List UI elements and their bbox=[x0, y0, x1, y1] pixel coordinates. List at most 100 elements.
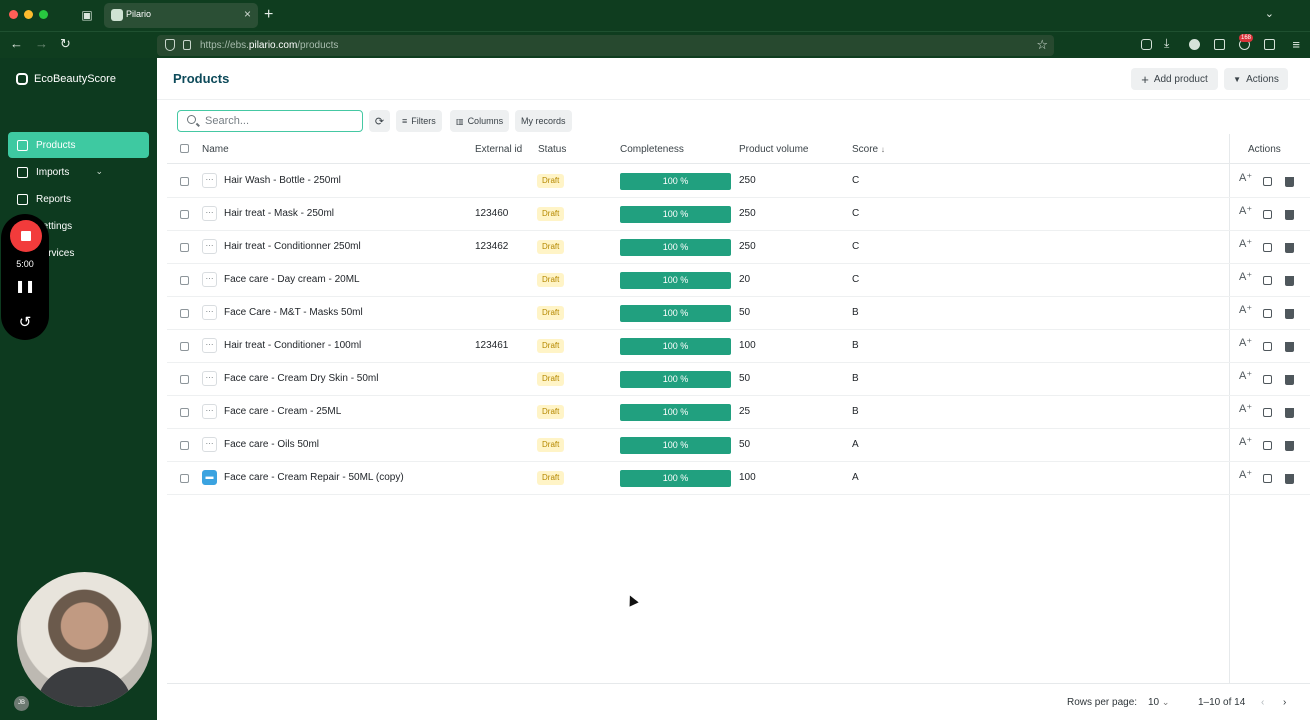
row-more-icon[interactable]: ··· bbox=[202, 206, 217, 221]
product-name[interactable]: Face care - Cream Dry Skin - 50ml bbox=[224, 373, 379, 384]
table-row[interactable]: ··· Face care - Cream - 25ML Draft 100 % 25 B… bbox=[167, 396, 1310, 429]
table-row[interactable]: ··· Face care - Day cream - 20ML Draft 100 … bbox=[167, 264, 1310, 297]
delete-icon[interactable] bbox=[1285, 375, 1294, 385]
row-more-icon[interactable]: ··· bbox=[202, 338, 217, 353]
table-row[interactable]: ··· Hair Wash - Bottle - 250ml Draft 100 % 2… bbox=[167, 165, 1310, 198]
column-header-score[interactable]: Score ↓ bbox=[852, 144, 885, 155]
browser-tab-active[interactable]: Pilario × bbox=[104, 3, 258, 28]
product-name[interactable]: Hair treat - Conditionner 250ml bbox=[224, 241, 361, 252]
refresh-button[interactable]: ⟳ bbox=[369, 110, 390, 132]
delete-icon[interactable] bbox=[1285, 309, 1294, 319]
assign-user-icon[interactable]: A⁺ bbox=[1239, 403, 1253, 415]
duplicate-icon[interactable] bbox=[1263, 441, 1272, 450]
user-avatar[interactable]: JB bbox=[14, 696, 29, 711]
rows-per-page-select[interactable]: 10 ⌄ bbox=[1148, 697, 1169, 708]
tracking-shield-icon[interactable] bbox=[165, 39, 175, 51]
table-row[interactable]: ··· Hair treat - Conditionner 250ml 123462… bbox=[167, 231, 1310, 264]
assign-user-icon[interactable]: A⁺ bbox=[1239, 469, 1253, 481]
duplicate-icon[interactable] bbox=[1263, 309, 1272, 318]
duplicate-icon[interactable] bbox=[1263, 210, 1272, 219]
assign-user-icon[interactable]: A⁺ bbox=[1239, 238, 1253, 250]
my-records-button[interactable]: My records bbox=[515, 110, 572, 132]
add-product-button[interactable]: + Add product bbox=[1131, 68, 1218, 90]
tab-close-icon[interactable]: × bbox=[243, 7, 251, 21]
row-more-icon[interactable]: ··· bbox=[202, 305, 217, 320]
downloads-icon[interactable]: ⤓ bbox=[1164, 36, 1170, 50]
product-name[interactable]: Hair Wash - Bottle - 250ml bbox=[224, 175, 341, 186]
tab-overview-icon[interactable]: ▣ bbox=[81, 8, 93, 22]
row-checkbox[interactable] bbox=[180, 210, 189, 219]
extensions-puzzle-icon[interactable] bbox=[1264, 39, 1275, 50]
sidebar-item-imports[interactable]: Imports ⌄ bbox=[8, 159, 149, 185]
duplicate-icon[interactable] bbox=[1263, 276, 1272, 285]
row-checkbox[interactable] bbox=[180, 177, 189, 186]
next-page-button[interactable]: › bbox=[1283, 697, 1287, 708]
row-more-icon[interactable]: ··· bbox=[202, 272, 217, 287]
row-checkbox[interactable] bbox=[180, 408, 189, 417]
assign-user-icon[interactable]: A⁺ bbox=[1239, 337, 1253, 349]
row-checkbox[interactable] bbox=[180, 342, 189, 351]
webcam-bubble[interactable] bbox=[17, 572, 152, 707]
column-header-name[interactable]: Name bbox=[202, 144, 229, 155]
row-checkbox[interactable] bbox=[180, 309, 189, 318]
search-box[interactable] bbox=[177, 110, 363, 132]
assign-user-icon[interactable]: A⁺ bbox=[1239, 205, 1253, 217]
columns-button[interactable]: ▥ Columns bbox=[450, 110, 510, 132]
delete-icon[interactable] bbox=[1285, 342, 1294, 352]
table-row[interactable]: ··· Hair treat - Mask - 250ml 123460 Draft 1… bbox=[167, 198, 1310, 231]
delete-icon[interactable] bbox=[1285, 210, 1294, 220]
brand[interactable]: EcoBeautyScore bbox=[16, 73, 116, 85]
lock-icon[interactable] bbox=[183, 40, 191, 50]
product-name[interactable]: Face care - Cream - 25ML bbox=[224, 406, 342, 417]
forward-button[interactable]: → bbox=[35, 36, 48, 51]
select-all-checkbox[interactable] bbox=[180, 144, 189, 153]
column-header-completeness[interactable]: Completeness bbox=[620, 144, 684, 155]
row-checkbox[interactable] bbox=[180, 474, 189, 483]
table-row[interactable]: ··· Hair treat - Conditioner - 100ml 12346… bbox=[167, 330, 1310, 363]
back-button[interactable]: ← bbox=[10, 36, 23, 51]
delete-icon[interactable] bbox=[1285, 243, 1294, 253]
search-input[interactable] bbox=[205, 114, 355, 128]
extension-circle-icon[interactable] bbox=[1189, 39, 1200, 50]
row-more-icon[interactable]: ··· bbox=[202, 404, 217, 419]
previous-page-button[interactable]: ‹ bbox=[1261, 697, 1265, 708]
pause-icon[interactable]: ❚❚ bbox=[14, 279, 36, 293]
reload-button[interactable]: ↻ bbox=[60, 36, 71, 51]
bookmark-star-icon[interactable]: ☆ bbox=[1036, 37, 1048, 52]
menu-hamburger-icon[interactable]: ≡ bbox=[1292, 37, 1300, 52]
restart-icon[interactable]: ↺ bbox=[18, 314, 32, 331]
row-more-icon[interactable]: ··· bbox=[202, 173, 217, 188]
assign-user-icon[interactable]: A⁺ bbox=[1239, 304, 1253, 316]
new-tab-button[interactable]: + bbox=[264, 6, 274, 23]
url-bar[interactable]: https://ebs.pilario.com/products ☆ bbox=[157, 35, 1054, 56]
column-header-status[interactable]: Status bbox=[538, 144, 567, 155]
stop-recording-button[interactable] bbox=[10, 220, 42, 252]
table-row[interactable]: ··· Face Care - M&T - Masks 50ml Draft 100 … bbox=[167, 297, 1310, 330]
tab-list-chevron-icon[interactable]: ⌄ bbox=[1264, 8, 1274, 20]
delete-icon[interactable] bbox=[1285, 408, 1294, 418]
assign-user-icon[interactable]: A⁺ bbox=[1239, 271, 1253, 283]
row-checkbox[interactable] bbox=[180, 243, 189, 252]
delete-icon[interactable] bbox=[1285, 474, 1294, 484]
duplicate-icon[interactable] bbox=[1263, 177, 1272, 186]
delete-icon[interactable] bbox=[1285, 441, 1294, 451]
product-name[interactable]: Face care - Day cream - 20ML bbox=[224, 274, 360, 285]
duplicate-icon[interactable] bbox=[1263, 342, 1272, 351]
duplicate-icon[interactable] bbox=[1263, 408, 1272, 417]
row-more-icon[interactable]: ··· bbox=[202, 239, 217, 254]
sidebar-item-reports[interactable]: Reports bbox=[8, 186, 149, 212]
product-name[interactable]: Face Care - M&T - Masks 50ml bbox=[224, 307, 363, 318]
delete-icon[interactable] bbox=[1285, 177, 1294, 187]
assign-user-icon[interactable]: A⁺ bbox=[1239, 172, 1253, 184]
url-text[interactable]: https://ebs.pilario.com/products bbox=[200, 40, 339, 51]
image-thumbnail-icon[interactable]: ▬ bbox=[202, 470, 217, 485]
table-row[interactable]: ▬ Face care - Cream Repair - 50ML (copy) D… bbox=[167, 462, 1310, 495]
duplicate-icon[interactable] bbox=[1263, 375, 1272, 384]
duplicate-icon[interactable] bbox=[1263, 474, 1272, 483]
column-header-external-id[interactable]: External id bbox=[475, 144, 523, 155]
actions-button[interactable]: ▼ Actions bbox=[1224, 68, 1288, 90]
assign-user-icon[interactable]: A⁺ bbox=[1239, 436, 1253, 448]
duplicate-icon[interactable] bbox=[1263, 243, 1272, 252]
notion-extension-icon[interactable] bbox=[1214, 39, 1225, 50]
filters-button[interactable]: ≡ Filters bbox=[396, 110, 442, 132]
